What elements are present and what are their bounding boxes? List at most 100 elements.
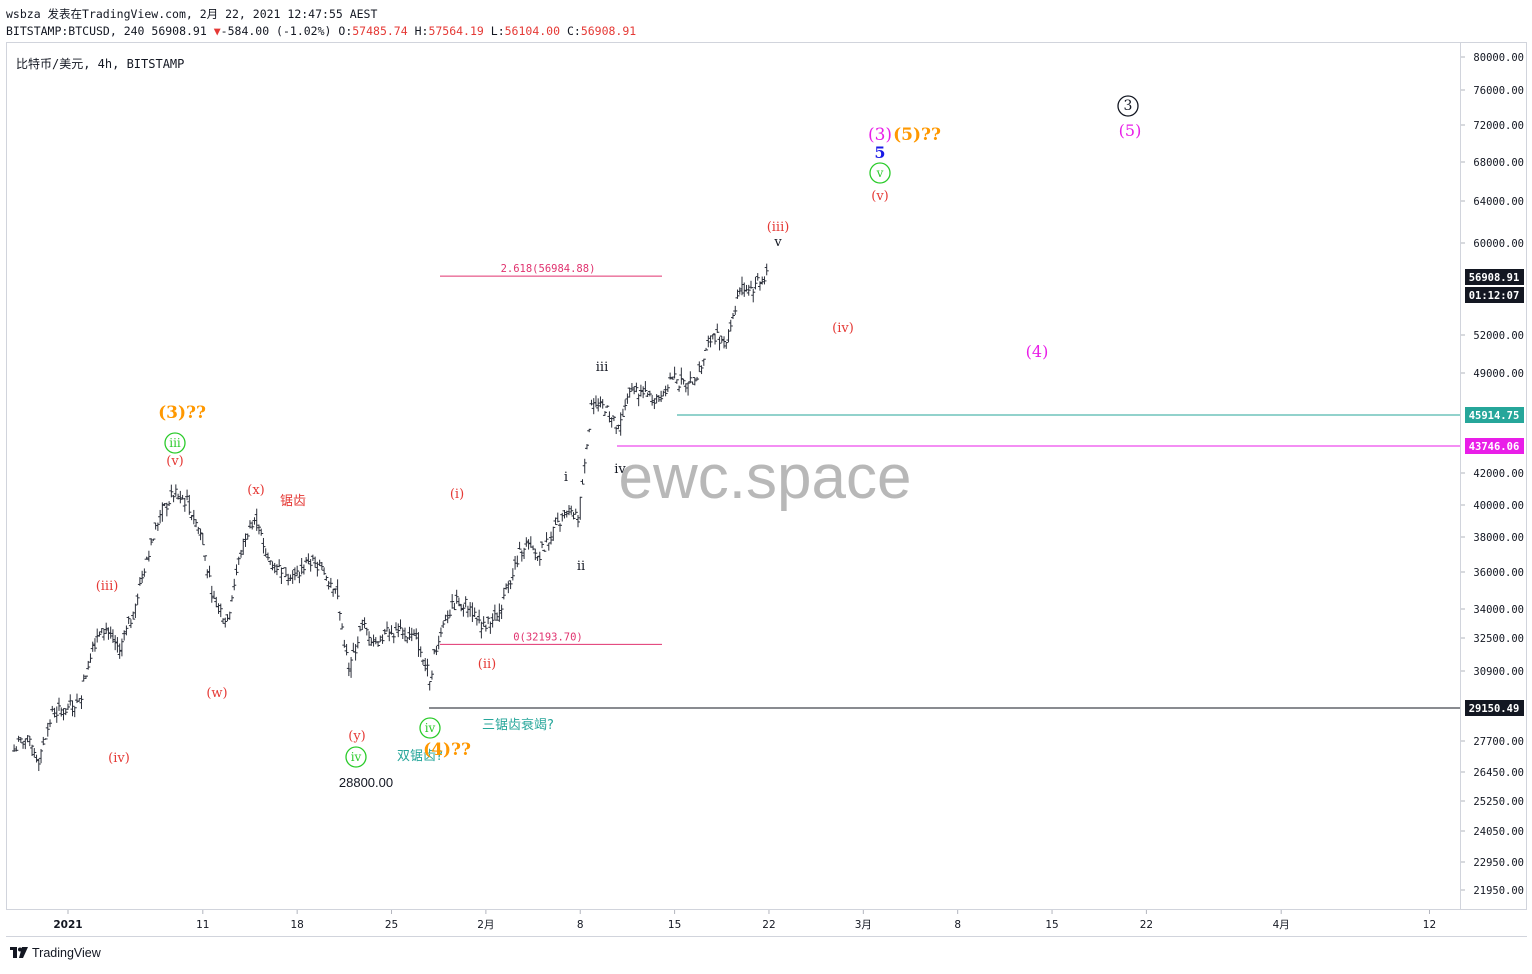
tradingview-label: TradingView — [32, 946, 101, 960]
fib-level-label: 0(32193.70) — [513, 631, 583, 643]
wave-label: (iii) — [767, 220, 790, 235]
wave-label: (iii) — [96, 579, 119, 594]
date-tick-label: 12 — [1423, 919, 1436, 931]
price-tick-label: 26450.00 — [1473, 767, 1524, 779]
price-tick-label: 40000.00 — [1473, 500, 1524, 512]
price-tick-label: 32500.00 — [1473, 633, 1524, 645]
date-tick-label: 11 — [196, 919, 209, 931]
close-value: 56908.91 — [580, 24, 637, 38]
price-tick-label: 30900.00 — [1473, 666, 1524, 678]
date-tick-label: 15 — [1045, 919, 1058, 931]
wave-label: (x) — [247, 483, 264, 498]
price-tag — [1465, 407, 1524, 423]
watermark-text: ewc.space — [619, 443, 912, 512]
price-tick-label: 49000.00 — [1473, 368, 1524, 380]
price-tick-label: 38000.00 — [1473, 532, 1524, 544]
price-tick-label: 36000.00 — [1473, 567, 1524, 579]
wave-label: (v) — [871, 189, 889, 204]
high-label: H: — [414, 24, 429, 38]
tradingview-logo[interactable]: TradingView — [10, 946, 101, 960]
date-tick-label: 25 — [385, 919, 398, 931]
date-tick-label: 15 — [668, 919, 681, 931]
date-tick-label: 3月 — [855, 919, 872, 931]
price-tick-label: 80000.00 — [1473, 52, 1524, 64]
wave-label: iii — [596, 360, 608, 375]
wave-label: (5) — [1119, 121, 1142, 140]
wave-label: 28800.00 — [339, 775, 393, 790]
wave-circle-icon — [164, 432, 186, 454]
price-tag-label: 56908.91 — [1469, 272, 1520, 284]
ohlc-line: BITSTAMP:BTCUSD, 240 56908.91 ▼-584.00 (… — [6, 24, 636, 38]
price-tick-label: 68000.00 — [1473, 157, 1524, 169]
price-tag-label: 01:12:07 — [1469, 290, 1520, 302]
chart-pane[interactable] — [6, 42, 1461, 910]
wave-label: 锯齿 — [280, 494, 306, 509]
down-arrow-icon: ▼ — [213, 24, 221, 38]
wave-label: (4)?? — [423, 740, 471, 760]
symbol-legend: 比特币/美元, 4h, BITSTAMP — [16, 57, 185, 71]
wave-label: (ii) — [478, 657, 496, 672]
price-bars — [12, 263, 769, 772]
fib-level-label: 2.618(56984.88) — [501, 263, 596, 275]
price-tick-label: 34000.00 — [1473, 604, 1524, 616]
wave-label: 3 — [1124, 98, 1133, 114]
wave-label: (iv) — [832, 321, 854, 336]
price-tag-label: 45914.75 — [1469, 410, 1520, 422]
high-value: 57564.19 — [428, 24, 484, 38]
date-tick-label: 8 — [954, 919, 961, 931]
price-tag — [1465, 700, 1524, 716]
price-tick-label: 64000.00 — [1473, 196, 1524, 208]
wave-circle-icon — [869, 162, 891, 184]
wave-label: i — [564, 470, 568, 485]
tradingview-icon — [10, 947, 28, 958]
wave-label: iv — [351, 750, 362, 764]
price-tick-label: 76000.00 — [1473, 85, 1524, 97]
date-tick-label: 8 — [577, 919, 584, 931]
date-tick-label: 2021 — [53, 919, 82, 931]
price-tick-label: 72000.00 — [1473, 120, 1524, 132]
time-axis[interactable] — [6, 910, 1527, 937]
wave-label: iv — [425, 721, 436, 735]
wave-label: 双锯齿? — [397, 749, 443, 764]
date-tick-label: 4月 — [1273, 919, 1290, 931]
change-value: -584.00 (-1.02%) — [220, 24, 332, 38]
open-value: 57485.74 — [352, 24, 408, 38]
price-tick-label: 24050.00 — [1473, 826, 1524, 838]
symbol-info: BITSTAMP:BTCUSD, 240 56908.91 — [6, 24, 207, 38]
wave-label: (i) — [450, 487, 464, 502]
close-label: C: — [566, 24, 581, 38]
wave-label: v — [876, 166, 884, 180]
price-tick-label: 27700.00 — [1473, 736, 1524, 748]
price-tick-label: 42000.00 — [1473, 468, 1524, 480]
low-value: 56104.00 — [504, 24, 561, 38]
wave-label: (4) — [1026, 342, 1049, 361]
price-tick-label: 52000.00 — [1473, 330, 1524, 342]
price-tag — [1465, 269, 1524, 285]
wave-circle-icon — [345, 746, 367, 768]
wave-label: iv — [614, 462, 626, 477]
wave-label: (iv) — [108, 751, 130, 766]
wave-label: (v) — [166, 454, 184, 469]
wave-label: 三锯齿衰竭? — [482, 717, 554, 733]
wave-label: 5 — [874, 143, 885, 162]
wave-label: iii — [169, 436, 181, 450]
date-tick-label: 22 — [1140, 919, 1153, 931]
wave-label: v — [773, 235, 782, 250]
low-label: L: — [490, 24, 505, 38]
wave-label: (w) — [206, 686, 227, 701]
price-tick-label: 25250.00 — [1473, 796, 1524, 808]
price-tick-label: 22950.00 — [1473, 857, 1524, 869]
date-tick-label: 2月 — [477, 919, 494, 931]
publish-info: wsbza 发表在TradingView.com, 2月 22, 2021 12… — [6, 7, 378, 21]
price-tag-label: 29150.49 — [1469, 703, 1520, 715]
wave-label: (3)?? — [158, 403, 206, 423]
price-tag — [1465, 287, 1524, 303]
wave-label: (3) — [868, 125, 892, 145]
wave-label: (5)?? — [893, 125, 941, 145]
wave-label: ii — [577, 559, 585, 574]
price-axis[interactable] — [1461, 42, 1527, 910]
price-tick-label: 21950.00 — [1473, 885, 1524, 897]
wave-circle-icon — [1117, 95, 1139, 117]
price-tag-label: 43746.06 — [1469, 441, 1520, 453]
